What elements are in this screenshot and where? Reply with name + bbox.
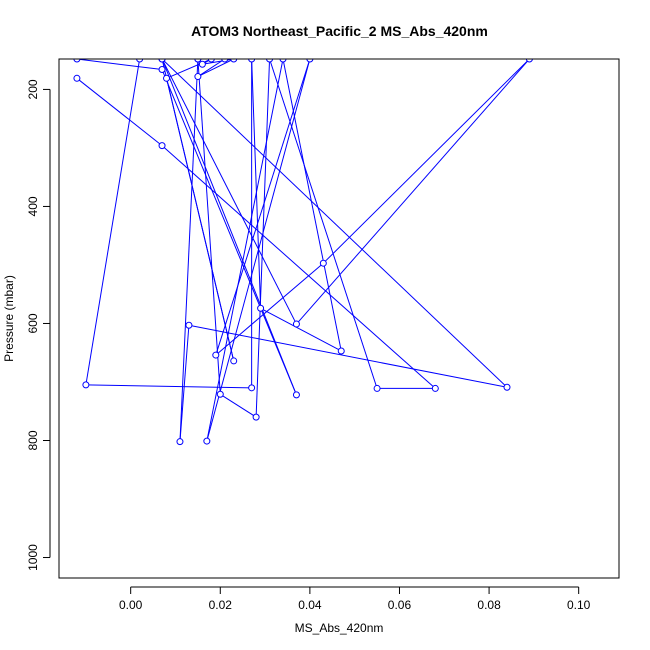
- data-point: [73, 74, 81, 82]
- series-segment: [188, 324, 508, 388]
- data-point: [337, 347, 345, 355]
- data-point: [248, 59, 256, 63]
- series-segment: [161, 59, 297, 396]
- y-tick-label: 400: [26, 196, 40, 216]
- data-point: [158, 59, 166, 63]
- y-tick-label: 800: [26, 430, 40, 450]
- plot-frame: [58, 58, 620, 579]
- series-segment: [179, 59, 199, 442]
- x-tick-label: 0.04: [298, 598, 322, 612]
- series-segment: [206, 59, 284, 442]
- data-point: [198, 60, 206, 68]
- series-segment: [161, 69, 297, 396]
- y-axis: 200 400 600 800 1000: [26, 79, 51, 571]
- data-point: [431, 384, 439, 392]
- data-point: [82, 381, 90, 389]
- x-tick-label: 0.02: [209, 598, 233, 612]
- data-point: [230, 357, 238, 365]
- x-tick-label: 0.10: [567, 598, 591, 612]
- series-segment: [220, 393, 257, 418]
- plot-area: [58, 58, 620, 579]
- x-tick-label: 0.08: [477, 598, 501, 612]
- series-segment: [251, 59, 262, 309]
- series-segment: [215, 59, 311, 356]
- data-point: [292, 391, 300, 399]
- series-segment: [161, 59, 508, 388]
- x-tick-label: 0.06: [388, 598, 412, 612]
- y-tick-label: 200: [26, 79, 40, 99]
- data-point: [194, 73, 202, 81]
- series-segment: [282, 59, 342, 352]
- y-tick-label: 600: [26, 313, 40, 333]
- series-segment: [197, 59, 226, 77]
- series-segment: [296, 59, 530, 325]
- series-segment: [85, 384, 252, 389]
- y-tick-label: 1000: [26, 544, 40, 571]
- data-point: [257, 304, 265, 312]
- data-point: [136, 59, 144, 63]
- chart-title: ATOM3 Northeast_Pacific_2 MS_Abs_420nm: [191, 23, 488, 39]
- data-point: [158, 66, 166, 74]
- data-point: [319, 259, 327, 267]
- data-point: [279, 59, 287, 63]
- x-axis-label: MS_Abs_420nm: [295, 621, 384, 635]
- series-segment: [202, 59, 234, 65]
- series-segment: [197, 59, 221, 395]
- data-point: [306, 59, 314, 63]
- series-segment: [322, 59, 530, 264]
- data-point: [252, 413, 260, 421]
- data-point: [73, 59, 81, 63]
- series-segment: [179, 325, 190, 442]
- data-point: [194, 59, 202, 63]
- data-point: [158, 142, 166, 150]
- data-point: [373, 384, 381, 392]
- series-segment: [161, 145, 436, 389]
- series-segment: [260, 307, 342, 352]
- data-point: [163, 74, 171, 82]
- y-axis-label: Pressure (mbar): [2, 275, 16, 362]
- data-point: [207, 59, 215, 63]
- series-segment: [255, 59, 271, 418]
- data-point: [203, 437, 211, 445]
- data-point: [248, 384, 256, 392]
- series-segment: [76, 77, 163, 146]
- data-point: [266, 59, 274, 63]
- series-lines: [76, 59, 530, 442]
- series-points: [73, 59, 533, 446]
- series-segment: [76, 59, 163, 71]
- data-point: [230, 59, 238, 63]
- data-point: [185, 321, 193, 329]
- data-point: [292, 320, 300, 328]
- data-point: [503, 383, 511, 391]
- data-point: [176, 438, 184, 446]
- series-segment: [166, 78, 235, 362]
- series-segment: [197, 59, 234, 78]
- data-point: [221, 59, 229, 63]
- series-segment: [269, 59, 378, 389]
- series-segment: [161, 59, 297, 325]
- x-tick-label: 0.00: [119, 598, 143, 612]
- data-point: [525, 59, 533, 63]
- x-axis: 0.00 0.02 0.04 0.06 0.08 0.10: [119, 586, 591, 612]
- series-segment: [85, 59, 141, 385]
- data-point: [216, 390, 224, 398]
- data-point: [212, 351, 220, 359]
